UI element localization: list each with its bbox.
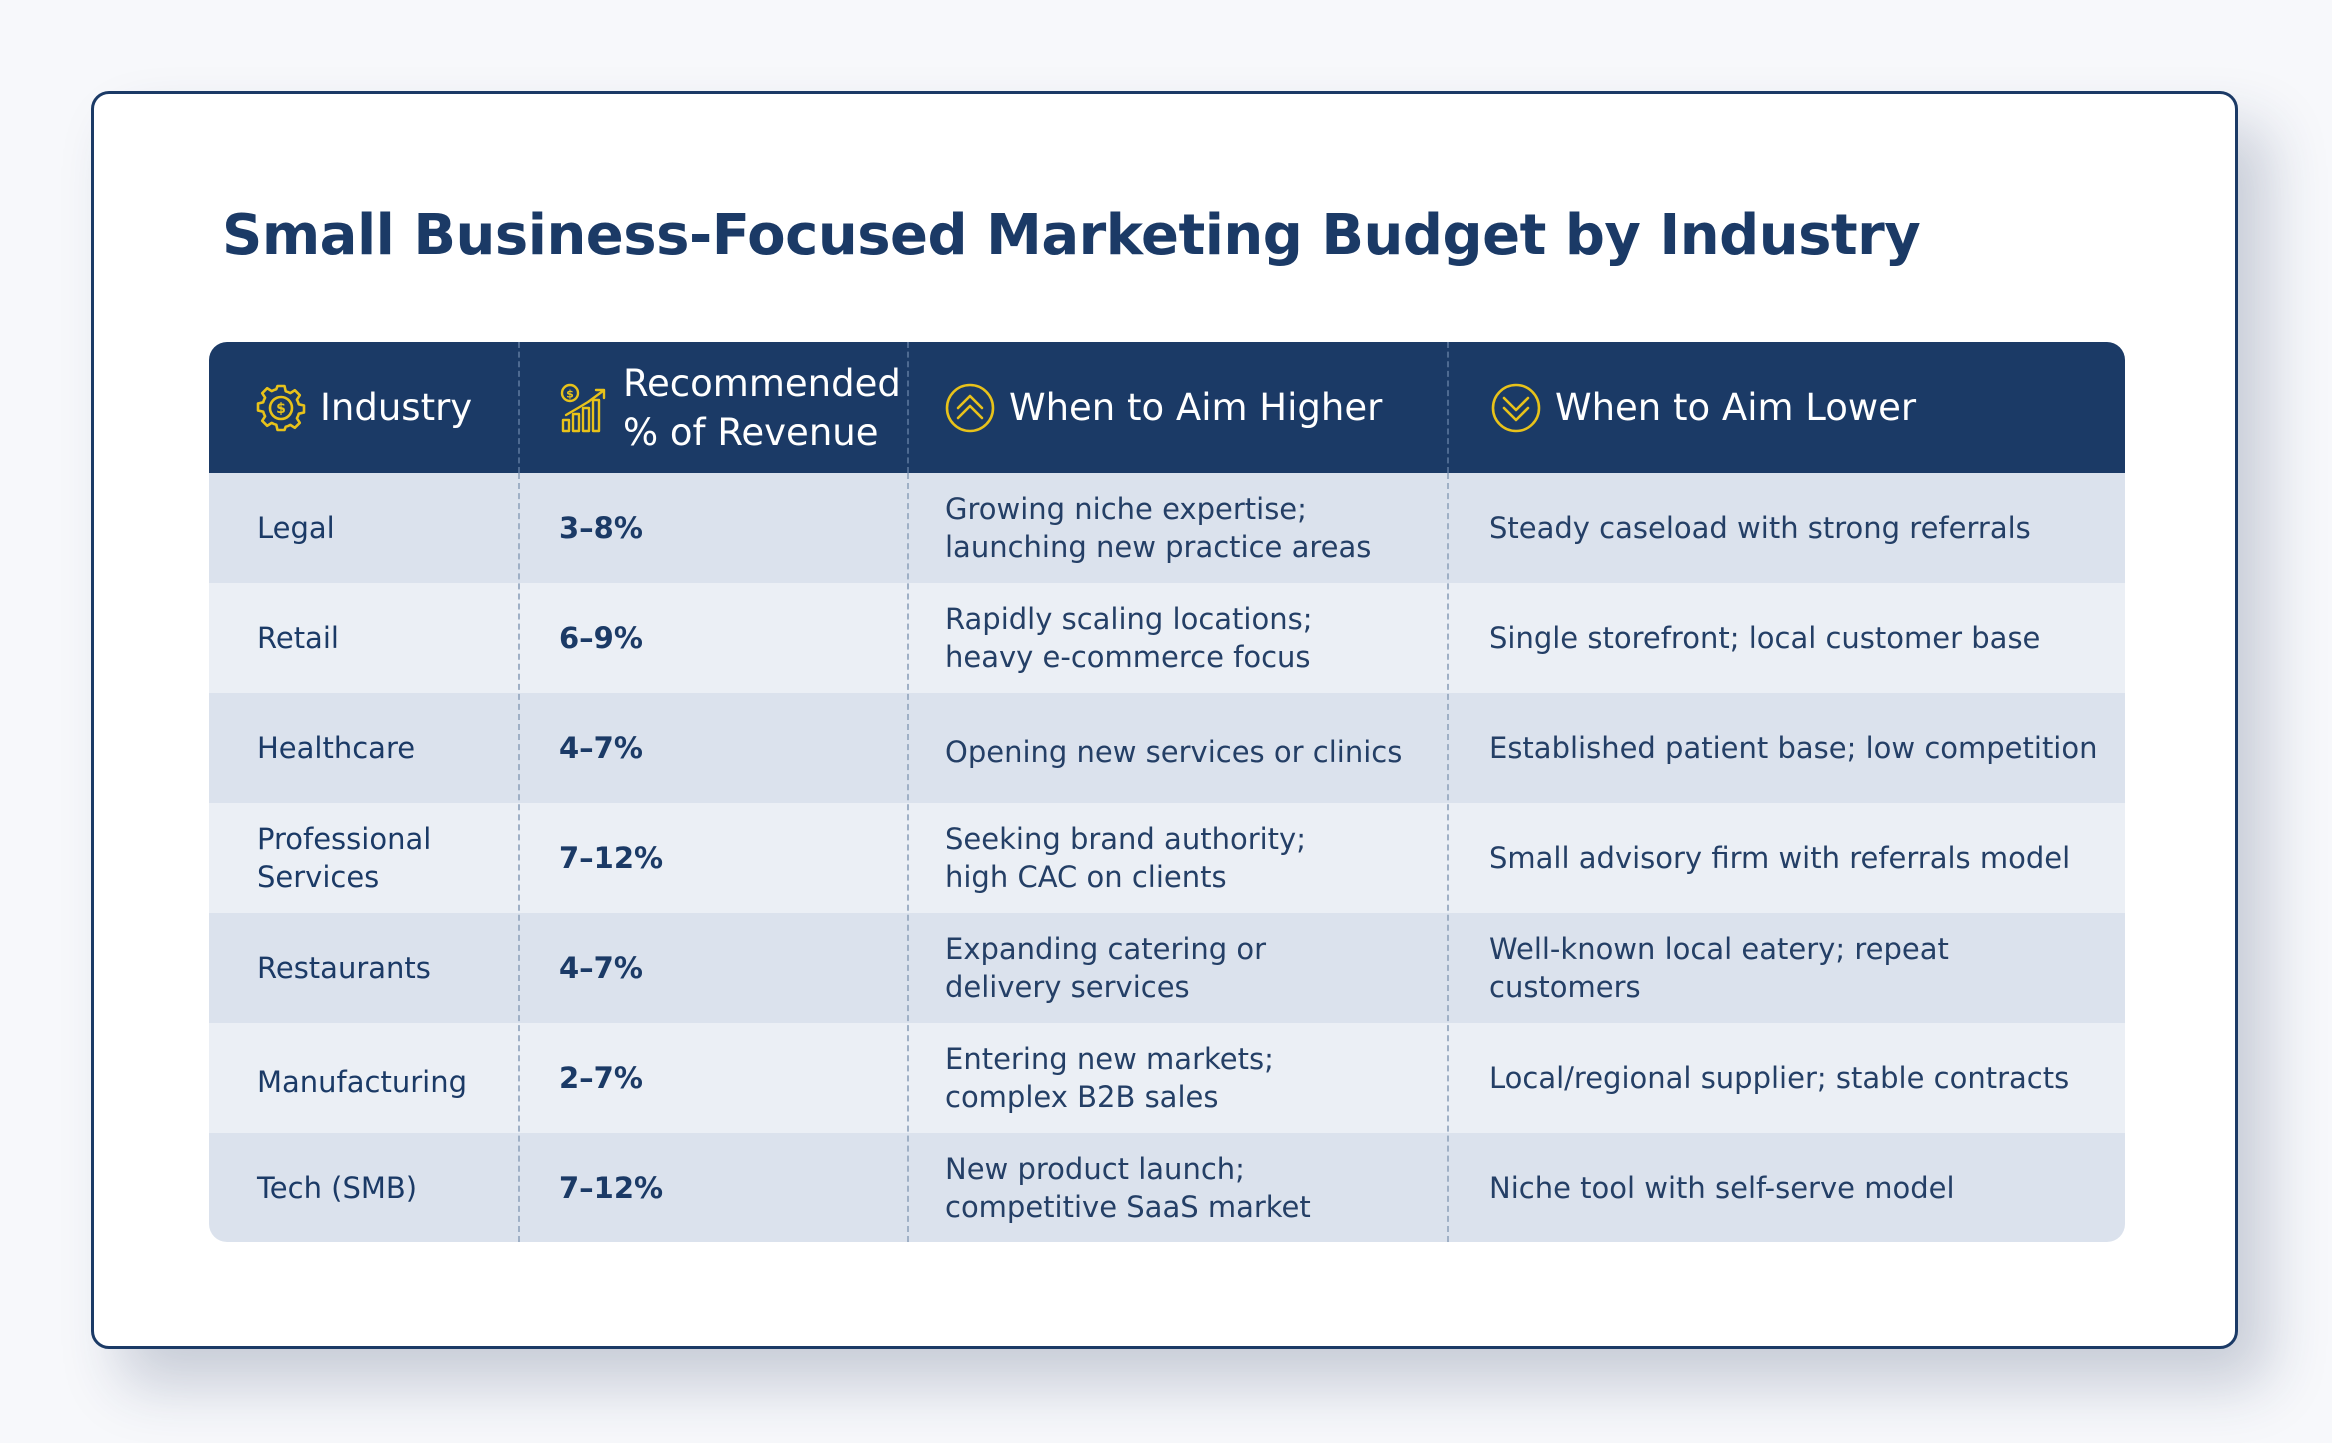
table-header: $ Industry $ — [209, 342, 2125, 473]
cell-aim-higher: Opening new services or clinics — [945, 735, 1403, 769]
header-industry: $ Industry — [255, 342, 519, 473]
cell-percent: 7–12% — [559, 1171, 664, 1205]
cell-aim-lower: Established patient base; low competitio… — [1489, 731, 2098, 765]
column-divider — [907, 342, 909, 473]
header-aim-lower: When to Aim Lower — [1490, 342, 2090, 473]
header-recommended: $ Recommended % of Revenue — [558, 342, 918, 473]
cell-industry: Tech (SMB) — [257, 1171, 418, 1205]
cell-aim-lower: Small advisory firm with referrals model — [1489, 841, 2071, 875]
cell-industry: Restaurants — [257, 951, 431, 985]
cell-aim-higher: Expanding catering or delivery services — [945, 932, 1267, 1004]
svg-text:$: $ — [276, 401, 286, 417]
header-label: Recommended % of Revenue — [623, 361, 901, 454]
revenue-chart-icon: $ — [558, 382, 610, 434]
svg-text:$: $ — [566, 387, 574, 400]
cell-aim-higher: Entering new markets; complex B2B sales — [945, 1042, 1274, 1114]
cell-percent: 2–7% — [559, 1061, 643, 1095]
cell-industry: Retail — [257, 621, 339, 655]
cell-industry: Healthcare — [257, 731, 416, 765]
header-aim-higher: When to Aim Higher — [944, 342, 1444, 473]
cell-aim-lower: Local/regional supplier; stable contract… — [1489, 1061, 2070, 1095]
column-divider — [518, 473, 520, 1242]
cell-industry: Legal — [257, 511, 335, 545]
cell-percent: 3–8% — [559, 511, 643, 545]
chevron-down-icon — [1490, 382, 1542, 434]
cell-aim-lower: Well-known local eatery; repeat customer… — [1489, 932, 1949, 1004]
cell-percent: 6–9% — [559, 621, 643, 655]
cell-aim-lower: Steady caseload with strong referrals — [1489, 511, 2031, 545]
chevron-up-icon — [944, 382, 996, 434]
cell-aim-lower: Niche tool with self-serve model — [1489, 1171, 1955, 1205]
cell-aim-higher: Rapidly scaling locations; heavy e-comme… — [945, 602, 1313, 674]
cell-aim-higher: New product launch; competitive SaaS mar… — [945, 1152, 1311, 1224]
cell-aim-higher: Seeking brand authority; high CAC on cli… — [945, 822, 1306, 894]
cell-aim-lower: Single storefront; local customer base — [1489, 621, 2041, 655]
cell-aim-higher: Growing niche expertise; launching new p… — [945, 492, 1372, 564]
column-divider — [907, 473, 909, 1242]
cell-percent: 7–12% — [559, 841, 664, 875]
cell-industry: Manufacturing — [257, 1065, 467, 1099]
table-row: Manufacturing 2–7% Entering new markets;… — [209, 1023, 2125, 1133]
cell-percent: 4–7% — [559, 951, 643, 985]
cell-percent: 4–7% — [559, 731, 643, 765]
header-label: When to Aim Lower — [1555, 386, 1917, 429]
column-divider — [1447, 342, 1449, 473]
gear-icon: $ — [255, 382, 307, 434]
column-divider — [518, 342, 520, 473]
table-row: Retail 6–9% Rapidly scaling locations; h… — [209, 583, 2125, 693]
table-row: Restaurants 4–7% Expanding catering or d… — [209, 913, 2125, 1023]
table-row: Professional Services 7–12% Seeking bran… — [209, 803, 2125, 913]
cell-industry: Professional Services — [257, 822, 432, 894]
table-row: Healthcare 4–7% Opening new services or … — [209, 693, 2125, 803]
page-title: Small Business-Focused Marketing Budget … — [222, 203, 1921, 268]
budget-table: $ Industry $ — [209, 342, 2125, 1242]
column-divider — [1447, 473, 1449, 1242]
table-row: Tech (SMB) 7–12% New product launch; com… — [209, 1133, 2125, 1242]
header-label: Industry — [320, 386, 473, 429]
header-label: When to Aim Higher — [1009, 386, 1383, 429]
table-row: Legal 3–8% Growing niche expertise; laun… — [209, 473, 2125, 583]
